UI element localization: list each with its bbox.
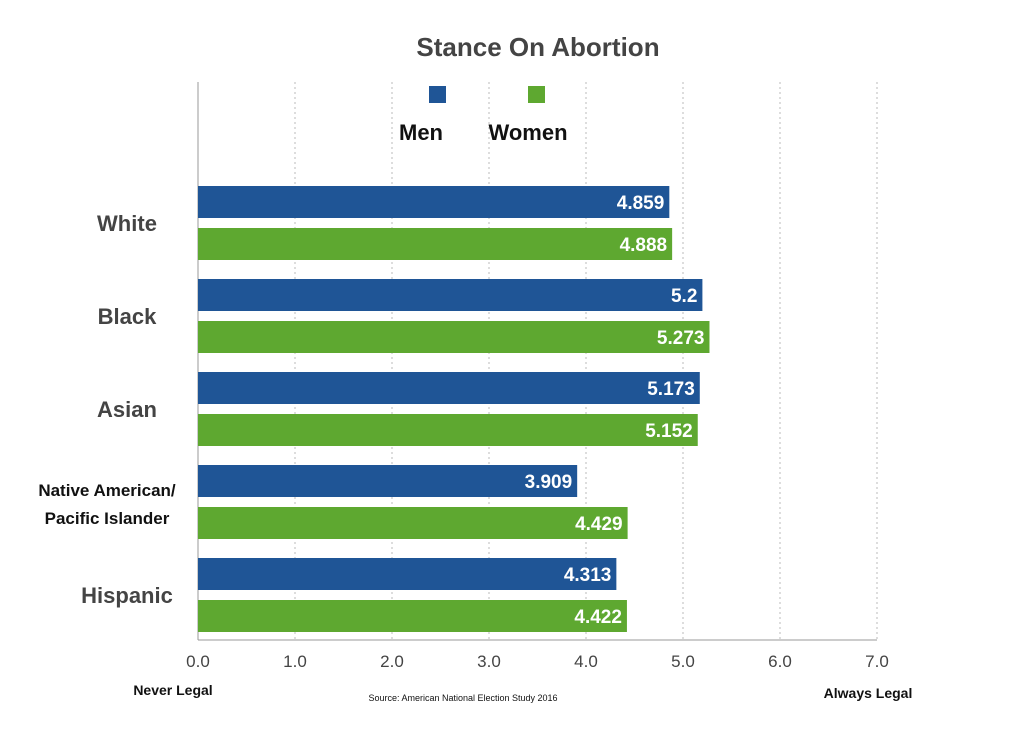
category-label: Asian <box>97 397 157 422</box>
bar-women <box>198 414 698 446</box>
category-label: White <box>97 211 157 236</box>
legend: Men Women <box>399 86 568 145</box>
data-label: 5.2 <box>671 286 697 307</box>
bar-women <box>198 321 710 353</box>
x-tick-label: 3.0 <box>477 652 501 671</box>
data-label: 4.429 <box>575 514 623 535</box>
legend-label-men: Men <box>399 120 443 145</box>
data-label: 5.173 <box>647 379 695 400</box>
chart-title: Stance On Abortion <box>416 32 659 62</box>
axis-min-label: Never Legal <box>133 682 212 698</box>
x-tick-label: 4.0 <box>574 652 598 671</box>
grid-lines <box>197 82 878 641</box>
bar-women <box>198 507 628 539</box>
legend-swatch-men <box>429 86 446 103</box>
data-label: 4.422 <box>574 607 622 628</box>
x-tick-label: 6.0 <box>768 652 792 671</box>
x-tick-label: 0.0 <box>186 652 210 671</box>
data-label: 4.888 <box>620 235 668 256</box>
legend-label-women: Women <box>488 120 567 145</box>
x-tick-label: 1.0 <box>283 652 307 671</box>
data-label: 4.859 <box>617 193 665 214</box>
x-tick-label: 2.0 <box>380 652 404 671</box>
category-label: Hispanic <box>81 583 173 608</box>
x-tick-labels: 0.0 1.0 2.0 3.0 4.0 5.0 6.0 7.0 <box>186 652 889 671</box>
data-label: 5.273 <box>657 328 705 349</box>
category-label: Native American/Pacific Islander <box>38 481 176 528</box>
bar-men <box>198 558 617 590</box>
data-label: 5.152 <box>645 421 693 442</box>
legend-swatch-women <box>528 86 545 103</box>
data-label: 3.909 <box>525 472 573 493</box>
bar-men <box>198 465 578 497</box>
data-label: 4.313 <box>564 565 612 586</box>
bar-women <box>198 600 627 632</box>
bar-men <box>198 372 700 404</box>
x-tick-label: 7.0 <box>865 652 889 671</box>
category-label: Black <box>98 304 157 329</box>
bar-men <box>198 186 670 218</box>
x-tick-label: 5.0 <box>671 652 695 671</box>
source-note: Source: American National Election Study… <box>368 693 557 703</box>
bar-men <box>198 279 703 311</box>
bar-women <box>198 228 673 260</box>
axis-max-label: Always Legal <box>824 685 913 701</box>
category-labels: White Black Asian Native American/Pacific I… <box>38 211 176 608</box>
